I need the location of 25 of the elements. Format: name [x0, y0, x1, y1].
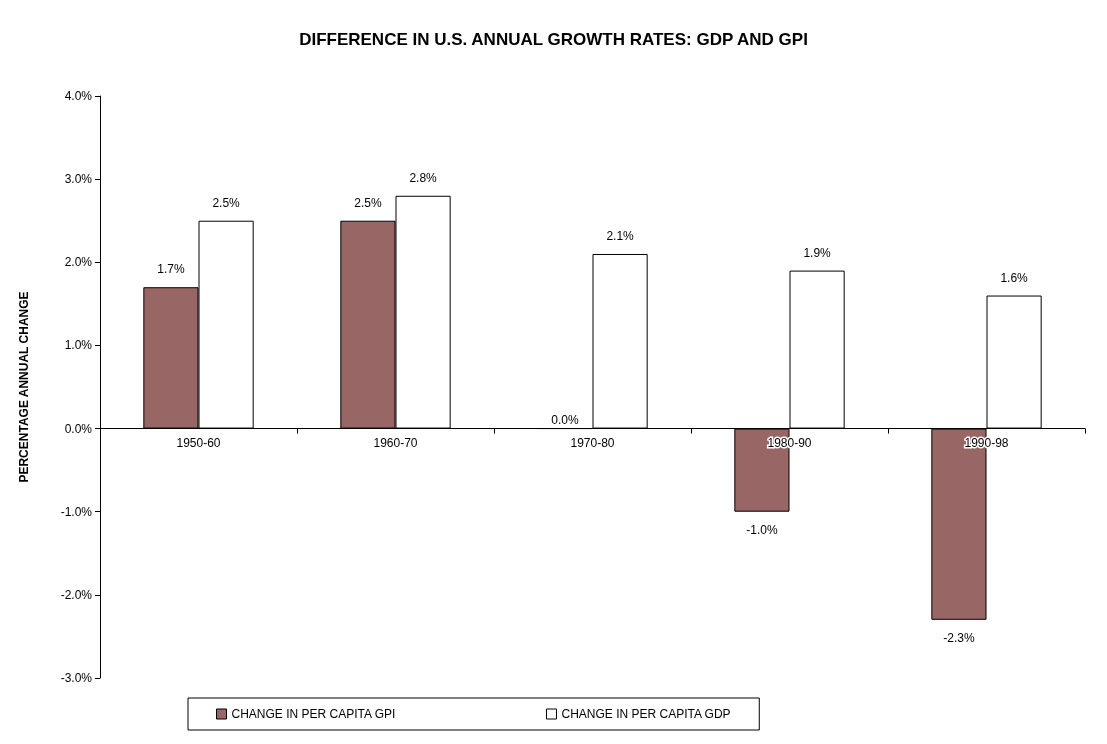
y-tick-label: 1.0%	[64, 338, 93, 353]
legend-label: CHANGE IN PER CAPITA GPI	[231, 707, 396, 721]
x-tick-label: 1960-70	[373, 435, 418, 450]
data-label: 2.5%	[212, 195, 241, 210]
x-tick-label: 1970-80	[570, 435, 615, 450]
y-tick-label: 2.0%	[64, 255, 93, 270]
data-label: -2.3%	[943, 630, 975, 645]
data-label: 1.6%	[1000, 270, 1029, 285]
y-tick-label: 3.0%	[64, 172, 93, 187]
data-label: 1.7%	[157, 262, 185, 277]
y-tick-label: -2.0%	[60, 587, 93, 602]
legend-label: CHANGE IN PER CAPITA GDP	[561, 707, 731, 721]
y-tick-label: -1.0%	[60, 504, 93, 519]
x-tick-label: 1950-60	[176, 435, 221, 450]
data-label: 2.1%	[606, 228, 635, 243]
chart-title: DIFFERENCE IN U.S. ANNUAL GROWTH RATES: GDP AND GPI	[299, 30, 808, 49]
data-label: 0.0%	[551, 413, 579, 428]
y-tick-label: -3.0%	[60, 671, 93, 685]
y-axis-title: PERCENTAGE ANNUAL CHANGE	[17, 291, 31, 483]
data-label: 1.9%	[803, 245, 832, 260]
data-label: 2.5%	[354, 195, 382, 210]
y-tick-label: 4.0%	[64, 89, 93, 103]
data-label: -1.0%	[746, 522, 778, 537]
data-label: 2.8%	[409, 170, 438, 185]
y-tick-label: 0.0%	[64, 421, 93, 436]
